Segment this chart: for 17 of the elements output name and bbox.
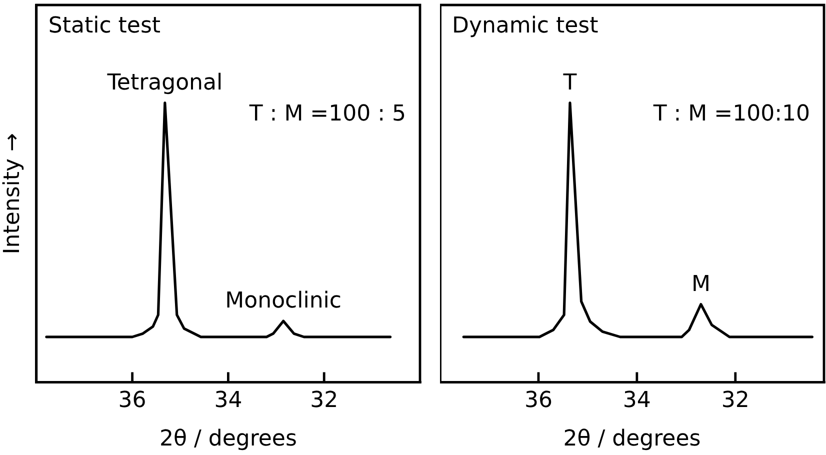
x-axis-title: 2θ / degrees bbox=[563, 426, 701, 452]
x-axis-title: 2θ / degrees bbox=[159, 426, 297, 452]
annotation: M bbox=[691, 272, 710, 297]
x-tick-label: 36 bbox=[524, 388, 552, 414]
x-tick-label: 34 bbox=[214, 388, 242, 414]
x-tick-label: 36 bbox=[118, 388, 146, 414]
x-tick-label: 32 bbox=[310, 388, 338, 414]
chart-title: Dynamic test bbox=[452, 14, 599, 39]
x-tick-label: 34 bbox=[622, 388, 651, 414]
chart-title: Static test bbox=[48, 14, 161, 39]
annotation: Monoclinic bbox=[225, 288, 342, 314]
annotation: T : M =100 : 5 bbox=[248, 102, 406, 127]
y-axis-title: Intensity → bbox=[0, 133, 25, 254]
annotation: T : M =100:10 bbox=[652, 102, 810, 127]
annotation: T bbox=[562, 70, 578, 96]
x-tick-label: 32 bbox=[721, 388, 750, 414]
annotation: Tetragonal bbox=[106, 70, 223, 96]
